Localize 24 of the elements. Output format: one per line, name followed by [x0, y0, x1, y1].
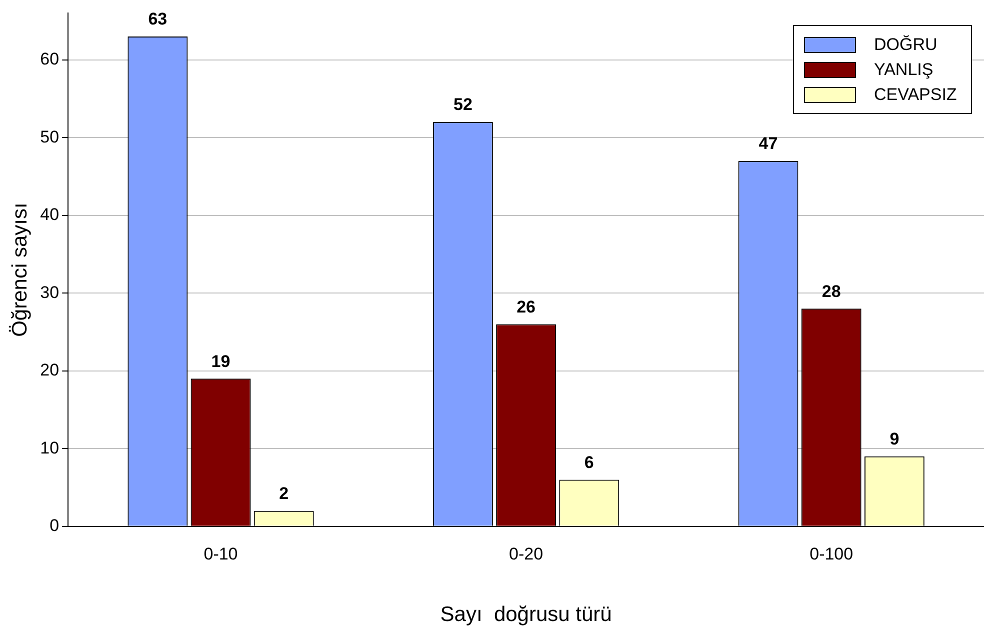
- y-tick-label: 10: [40, 438, 60, 458]
- data-label: 6: [584, 452, 594, 472]
- legend-label: CEVAPSIZ: [874, 84, 957, 105]
- y-tick-label: 50: [40, 127, 60, 146]
- data-label: 26: [516, 297, 536, 316]
- data-label: 63: [148, 10, 168, 29]
- data-label: 9: [890, 430, 900, 449]
- data-label: 28: [822, 282, 841, 301]
- y-tick-label: 60: [40, 50, 60, 69]
- legend-label: DOĞRU: [874, 34, 938, 55]
- y-tick-label: 40: [40, 205, 60, 224]
- x-tick-label: 0-100: [810, 544, 854, 564]
- data-label: 19: [211, 352, 230, 371]
- data-label: 52: [454, 95, 472, 114]
- x-tick-label: 0-20: [509, 544, 544, 564]
- x-axis-title: Sayı doğrusu türü: [440, 603, 612, 626]
- data-label: 47: [758, 134, 778, 154]
- y-tick-label: 30: [40, 282, 60, 302]
- x-tick-label: 0-10: [204, 544, 238, 564]
- data-label: 2: [279, 484, 289, 504]
- legend-label: YANLIŞ: [874, 60, 934, 80]
- y-axis-title: Öğrenci sayısı: [8, 202, 32, 337]
- y-tick-label: 0: [50, 516, 60, 536]
- y-tick-label: 20: [40, 360, 60, 380]
